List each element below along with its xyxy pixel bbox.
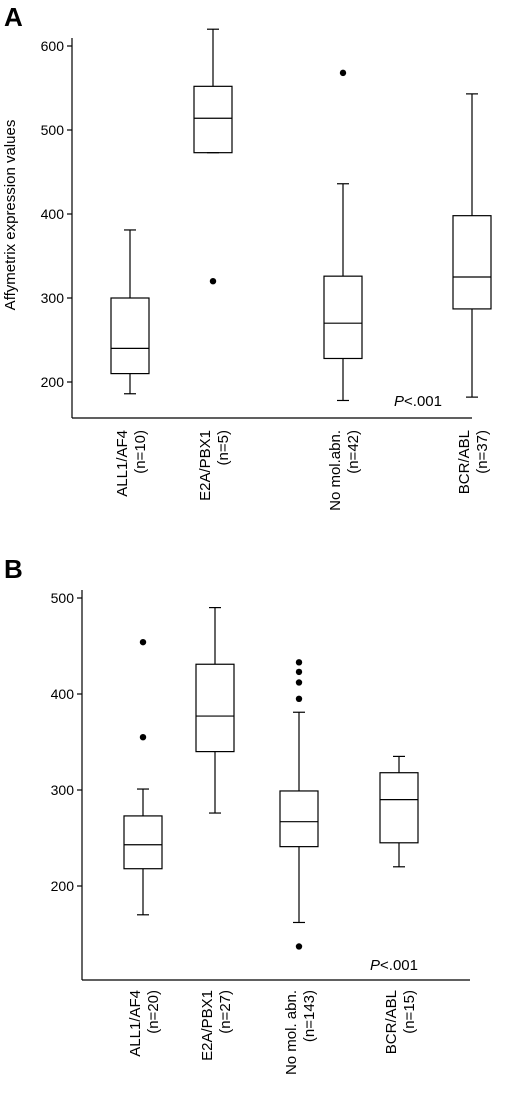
outlier-point: [139, 734, 147, 741]
outlier-point: [295, 943, 303, 950]
y-tick-label: 600: [41, 38, 65, 54]
panel-letter-b: B: [4, 554, 23, 584]
category-label-line: E2A/PBX1: [199, 990, 216, 1061]
category-label-line: No mol. abn.: [283, 990, 300, 1075]
p-value-rest: <.001: [380, 957, 418, 974]
category-label-line: (n=5): [215, 430, 232, 465]
category-label-line: ALL1/AF4: [114, 430, 131, 497]
outlier-point: [339, 69, 347, 77]
y-tick-label: 400: [41, 206, 65, 222]
y-tick-label: 400: [51, 686, 75, 702]
category-label: ALL1/AF4 (n=10): [114, 430, 149, 497]
outlier-point: [209, 278, 217, 285]
category-label-line: BCR/ABL: [383, 990, 400, 1054]
box-iqr: [452, 215, 492, 310]
category-label-line: (n=15): [401, 990, 418, 1034]
y-tick-label: 200: [41, 374, 65, 390]
category-label-line: (n=27): [217, 990, 234, 1034]
panel-letter-a: A: [4, 2, 23, 32]
category-label-line: (n=10): [132, 430, 149, 474]
category-label-line: (n=143): [301, 990, 318, 1042]
category-label: No mol. abn. (n=143): [283, 990, 318, 1075]
p-value-rest: <.001: [404, 393, 442, 410]
y-tick-label: 200: [51, 878, 75, 894]
box-iqr: [195, 663, 235, 753]
category-label-line: BCR/ABL: [456, 430, 473, 494]
outlier-point: [139, 638, 147, 646]
box-iqr: [323, 275, 363, 360]
box-iqr: [193, 85, 233, 154]
category-label: BCR/ABL (n=15): [383, 990, 418, 1054]
category-label-line: (n=37): [474, 430, 491, 474]
box-iqr: [279, 790, 319, 848]
category-label-line: (n=20): [145, 990, 162, 1034]
y-tick-label: 500: [41, 122, 65, 138]
category-label: E2A/PBX1 (n=27): [199, 990, 234, 1061]
category-label: No mol.abn. (n=42): [327, 430, 362, 511]
p-value-italic: P: [370, 957, 380, 974]
box-iqr: [379, 772, 419, 844]
y-tick-label: 300: [51, 782, 75, 798]
box-iqr: [110, 297, 150, 375]
y-axis-title: Affymetrix expression values: [2, 120, 19, 311]
category-label-line: (n=42): [345, 430, 362, 474]
category-label: ALL1/AF4 (n=20): [127, 990, 162, 1057]
y-tick-label: 500: [51, 590, 75, 606]
category-label: BCR/ABL (n=37): [456, 430, 491, 494]
y-tick-label: 300: [41, 290, 65, 306]
category-label-line: E2A/PBX1: [197, 430, 214, 501]
box-iqr: [123, 815, 163, 870]
outlier-point: [295, 668, 303, 676]
category-label-line: No mol.abn.: [327, 430, 344, 511]
category-label-line: ALL1/AF4: [127, 990, 144, 1057]
category-label: E2A/PBX1 (n=5): [197, 430, 232, 501]
p-value-italic: P: [394, 393, 404, 410]
p-value-annotation: P<.001: [394, 393, 442, 410]
panel-b: B P<.001 200 300 400 500 ALL1/AF4 (n=20) E2A/P…: [4, 554, 470, 1075]
outlier-point: [295, 695, 303, 702]
panel-a: A Affymetrix expression values P<.001 20…: [2, 2, 492, 511]
outlier-point: [295, 679, 303, 686]
p-value-annotation: P<.001: [370, 957, 418, 974]
outlier-point: [295, 659, 303, 666]
